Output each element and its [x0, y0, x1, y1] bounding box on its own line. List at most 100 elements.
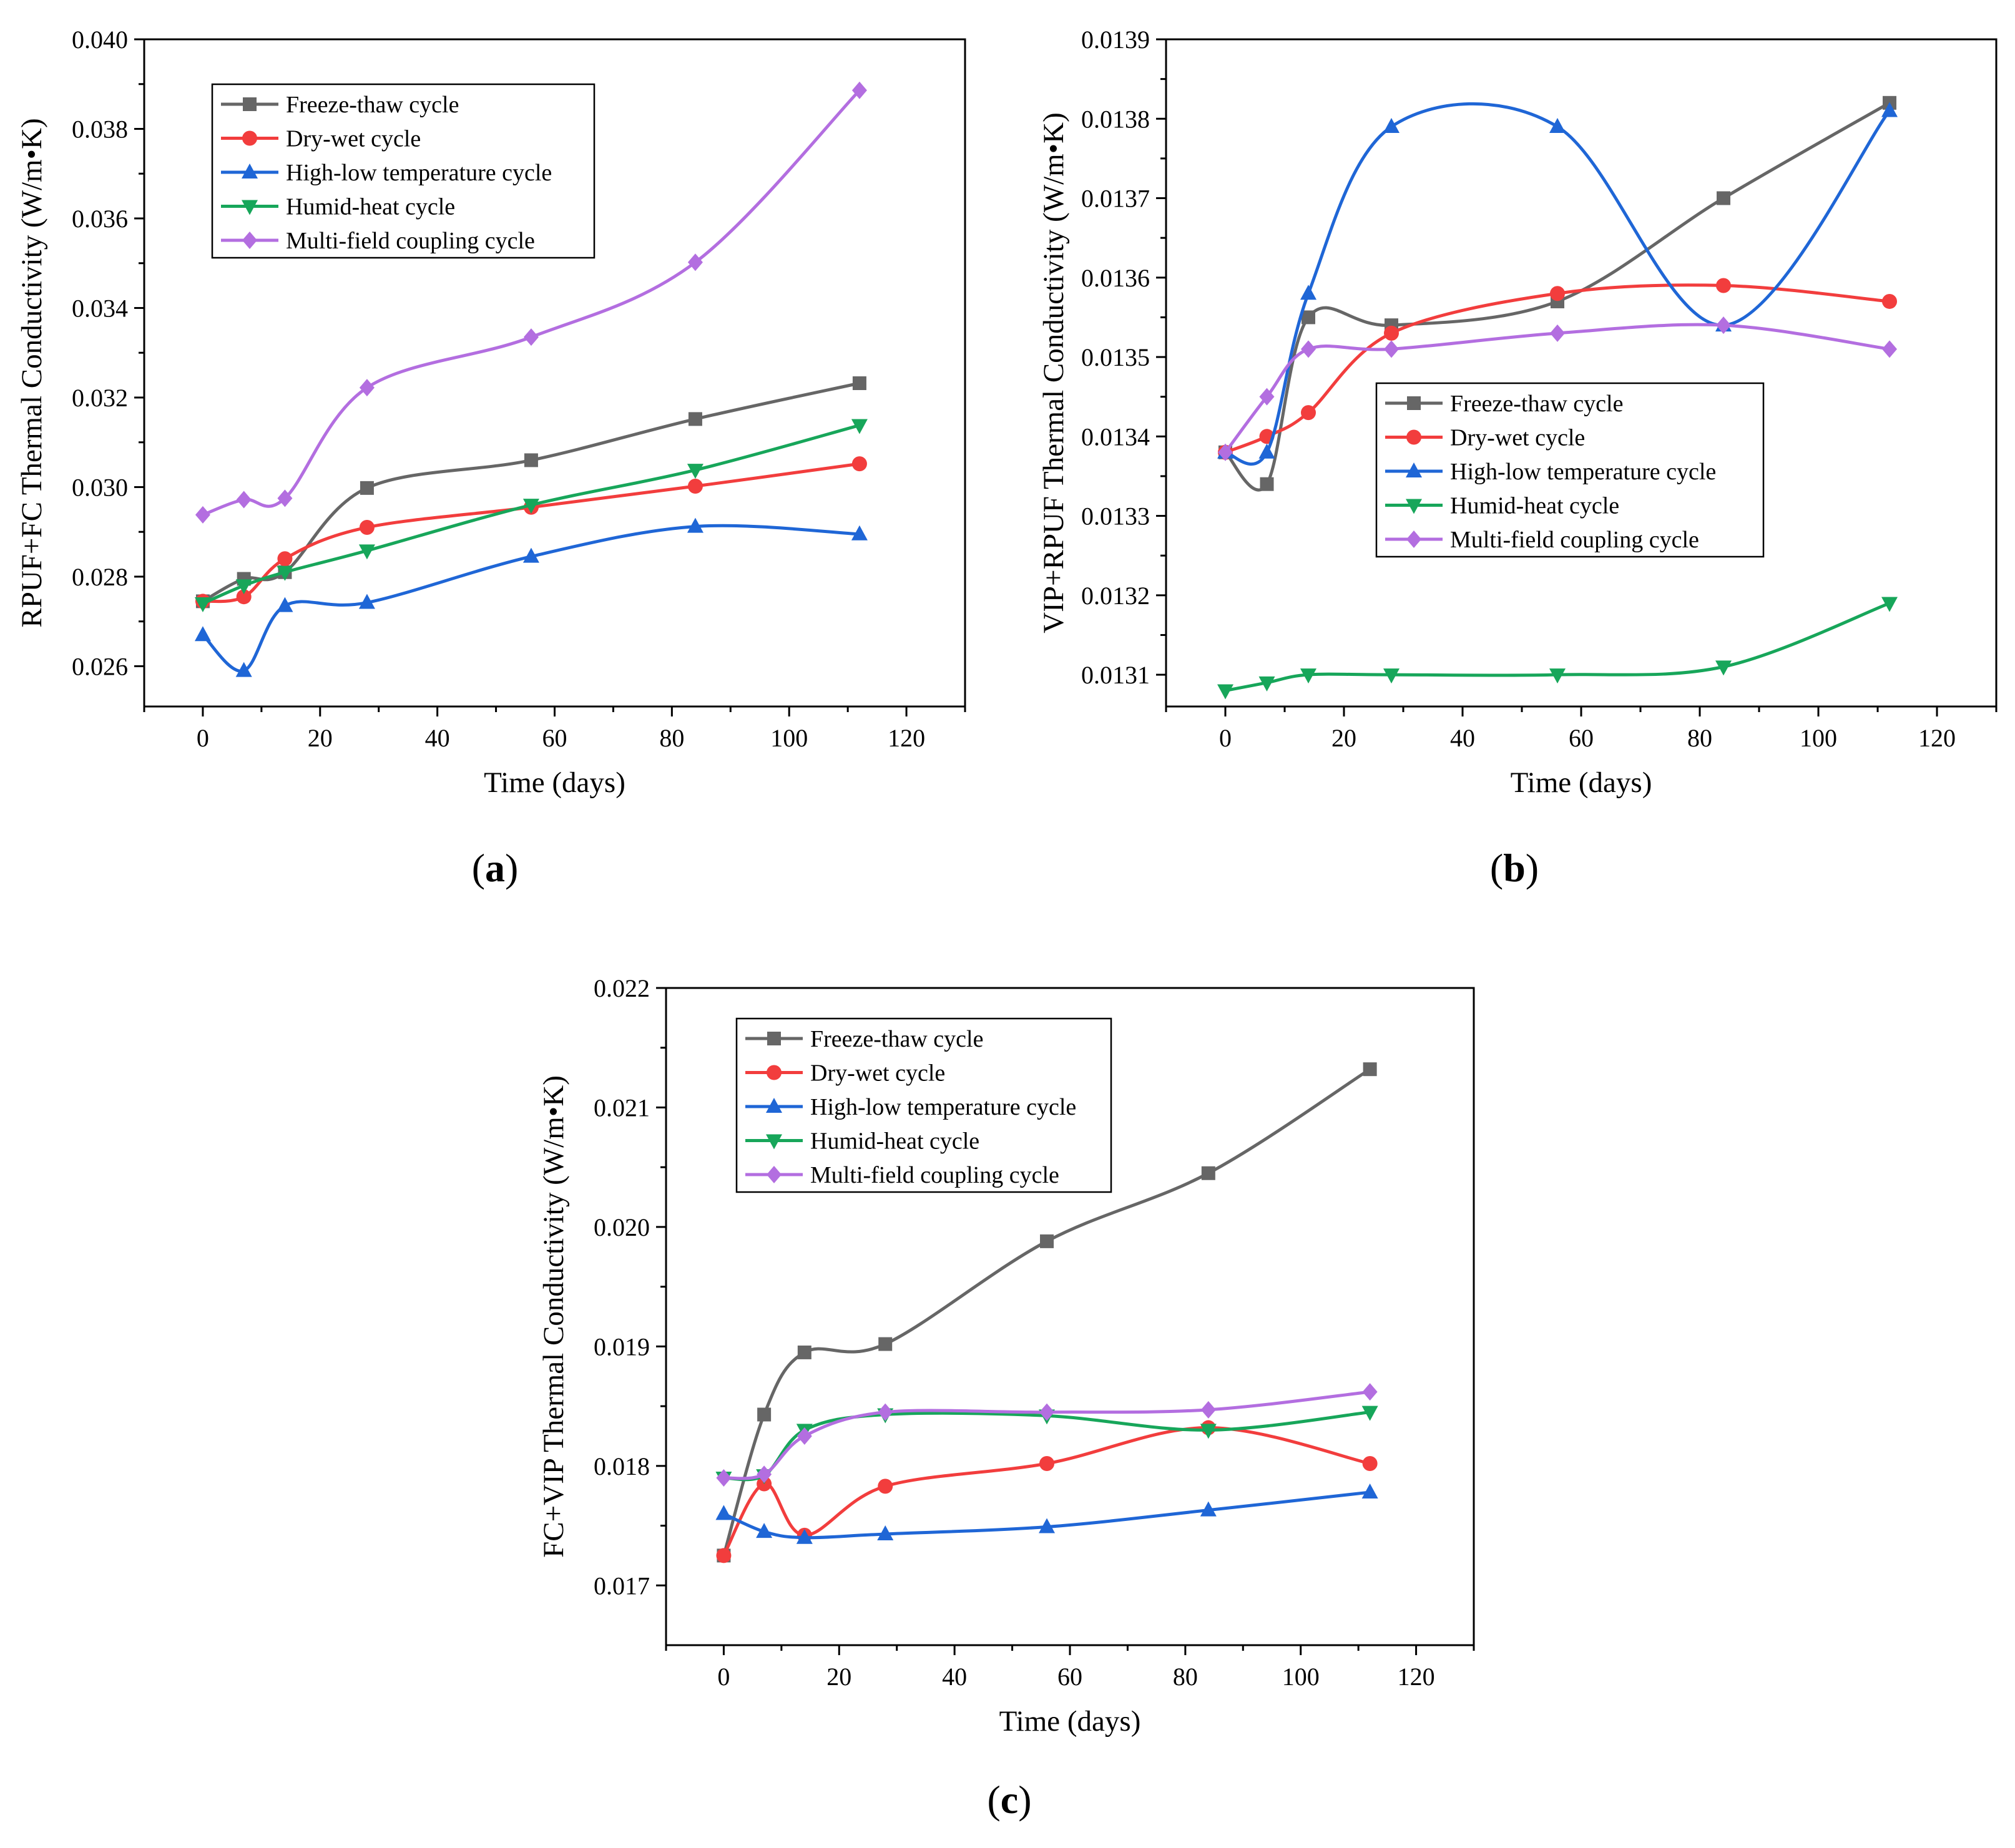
data-point: [853, 376, 866, 390]
y-tick-label: 0.019: [594, 1332, 650, 1361]
data-point: [688, 479, 703, 494]
x-axis-title: Time (days): [999, 1705, 1141, 1738]
data-point: [1550, 286, 1565, 301]
x-tick-label: 0: [197, 724, 209, 752]
x-tick-label: 0: [1219, 724, 1232, 752]
y-tick-label: 0.0138: [1081, 105, 1150, 133]
data-point: [360, 520, 375, 535]
panel-label: (a): [472, 846, 519, 890]
legend-label: Freeze-thaw cycle: [1450, 391, 1623, 417]
y-tick-label: 0.038: [72, 115, 128, 143]
x-tick-label: 100: [770, 724, 808, 752]
y-tick-label: 0.0132: [1081, 582, 1150, 610]
data-point: [798, 1346, 811, 1359]
data-point: [1882, 294, 1897, 309]
data-point: [1717, 192, 1730, 205]
x-tick-label: 80: [1687, 724, 1712, 752]
y-tick-label: 0.017: [594, 1572, 650, 1600]
x-tick-label: 120: [1398, 1663, 1435, 1691]
x-tick-label: 20: [1331, 724, 1356, 752]
figure: 0 20 40 60 80 100 120 0.026 0.028 0.030 0.032 0.034…: [0, 0, 2015, 1848]
x-tick-label: 120: [1918, 724, 1956, 752]
x-tick-label: 0: [717, 1663, 730, 1691]
data-point: [1302, 310, 1315, 324]
data-point: [1363, 1456, 1378, 1471]
legend-marker: [1407, 396, 1421, 410]
legend-marker: [1406, 430, 1421, 445]
legend-label: Humid-heat cycle: [810, 1128, 979, 1155]
legend: Freeze-thaw cycle Dry-wet cycle High-low t…: [212, 84, 594, 258]
data-point: [1040, 1234, 1054, 1248]
data-point: [716, 1548, 731, 1563]
data-point: [277, 551, 292, 566]
data-point: [757, 1407, 771, 1421]
panel-letter: c: [1001, 1777, 1018, 1822]
y-tick-label: 0.0139: [1081, 26, 1150, 54]
legend-label: Multi-field coupling cycle: [1450, 527, 1699, 553]
y-tick-label: 0.0135: [1081, 343, 1150, 371]
x-axis-title: Time (days): [484, 766, 625, 799]
x-tick-label: 120: [888, 724, 925, 752]
y-axis-title: RPUF+FC Thermal Conductivity (W/m•K): [16, 118, 48, 627]
panel-label: (b): [1490, 846, 1539, 890]
x-tick-label: 80: [1173, 1663, 1198, 1691]
x-tick-label: 100: [1282, 1663, 1320, 1691]
data-point: [852, 456, 867, 471]
panel-label: (c): [987, 1777, 1031, 1822]
legend: Freeze-thaw cycle Dry-wet cycle High-low t…: [1376, 383, 1763, 557]
panel-letter: a: [485, 846, 505, 890]
y-tick-label: 0.021: [594, 1093, 650, 1122]
legend-label: Dry-wet cycle: [810, 1060, 945, 1087]
data-point: [1301, 405, 1316, 420]
legend-label: High-low temperature cycle: [286, 160, 552, 186]
y-tick-label: 0.0136: [1081, 264, 1150, 292]
data-point: [1039, 1456, 1054, 1471]
x-tick-label: 60: [542, 724, 567, 752]
legend-label: Humid-heat cycle: [286, 194, 455, 220]
x-tick-label: 100: [1800, 724, 1837, 752]
y-tick-label: 0.0131: [1081, 661, 1150, 689]
legend-label: High-low temperature cycle: [810, 1094, 1076, 1120]
data-point: [1716, 278, 1731, 293]
x-tick-label: 40: [942, 1663, 967, 1691]
legend-label: Dry-wet cycle: [1450, 425, 1585, 451]
legend-label: Freeze-thaw cycle: [810, 1026, 983, 1052]
data-point: [1260, 477, 1274, 491]
data-point: [360, 481, 374, 495]
y-tick-label: 0.0137: [1081, 185, 1150, 213]
legend: Freeze-thaw cycle Dry-wet cycle High-low t…: [737, 1019, 1111, 1192]
data-point: [878, 1337, 892, 1351]
legend-label: Dry-wet cycle: [286, 126, 421, 152]
x-tick-label: 40: [425, 724, 450, 752]
legend-label: Multi-field coupling cycle: [286, 228, 535, 254]
y-axis-title: FC+VIP Thermal Conductivity (W/m•K): [537, 1075, 570, 1558]
y-tick-label: 0.0133: [1081, 502, 1150, 530]
data-point: [1202, 1166, 1215, 1180]
x-tick-label: 20: [308, 724, 333, 752]
x-tick-label: 60: [1569, 724, 1594, 752]
data-point: [1384, 326, 1399, 341]
x-axis-title: Time (days): [1511, 766, 1652, 799]
y-tick-label: 0.034: [72, 294, 128, 322]
data-point: [524, 453, 538, 467]
y-axis-title: VIP+RPUF Thermal Conductivity (W/m•K): [1037, 112, 1070, 633]
data-point: [689, 412, 702, 426]
y-tick-label: 0.026: [72, 652, 128, 680]
legend-label: Multi-field coupling cycle: [810, 1162, 1059, 1188]
legend-label: Freeze-thaw cycle: [286, 92, 459, 118]
y-tick-label: 0.040: [72, 26, 128, 54]
y-tick-label: 0.032: [72, 384, 128, 412]
y-tick-label: 0.036: [72, 205, 128, 233]
legend-marker: [767, 1065, 782, 1080]
y-tick-label: 0.022: [594, 974, 650, 1002]
x-tick-label: 60: [1057, 1663, 1082, 1691]
panel-letter: b: [1503, 846, 1526, 890]
x-tick-label: 40: [1450, 724, 1475, 752]
legend-marker: [767, 1032, 781, 1045]
y-tick-label: 0.030: [72, 473, 128, 501]
y-tick-label: 0.028: [72, 563, 128, 591]
legend-marker: [243, 97, 257, 111]
legend-label: High-low temperature cycle: [1450, 459, 1716, 485]
y-tick-label: 0.020: [594, 1213, 650, 1241]
data-point: [878, 1479, 893, 1494]
